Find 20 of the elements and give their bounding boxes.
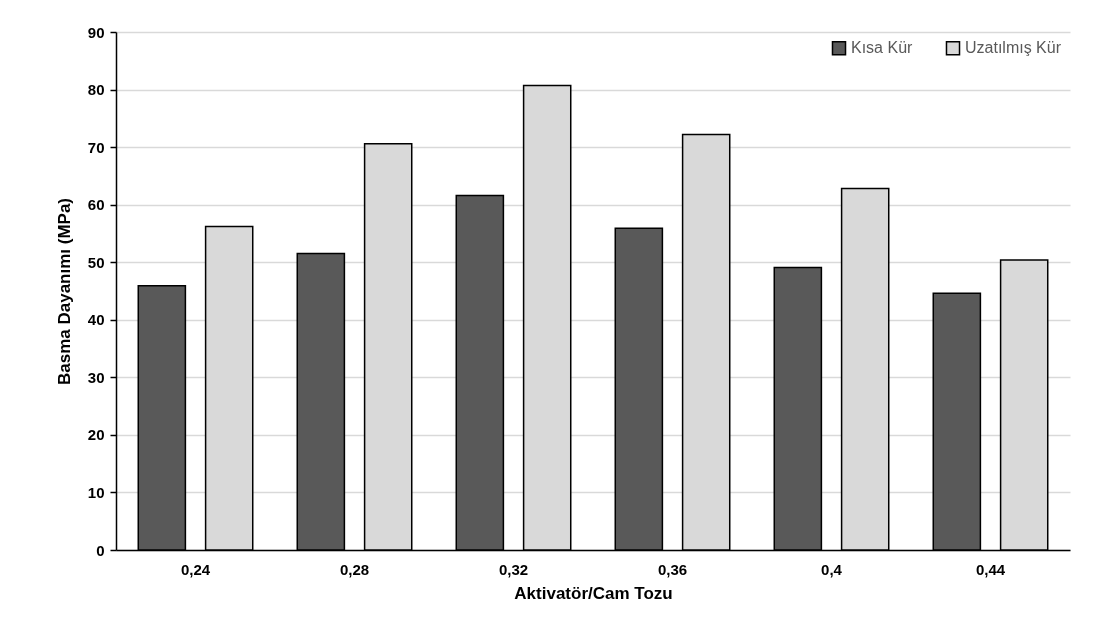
y-tick-label: 90 [87,23,105,41]
x-tick-label: 0,36 [657,560,688,578]
y-axis-title: Basma Dayanımı (MPa) [54,197,74,386]
y-tick-label: 70 [87,138,105,156]
y-tick-label: 30 [87,368,105,386]
y-tick-label: 50 [87,253,105,271]
x-tick-label: 0,28 [339,560,370,578]
x-tick-label: 0,4 [821,560,843,578]
y-tick-label: 60 [87,196,105,214]
y-tick-label: 40 [87,311,105,329]
legend-label: Uzatılmış Kür [965,39,1062,57]
x-tick-label: 0,32 [498,560,529,578]
x-tick-label: 0,24 [180,560,211,578]
y-tick-label: 80 [87,81,105,99]
y-tick-label: 20 [87,426,105,444]
y-tick-label: 10 [87,483,105,501]
x-tick-label: 0,44 [975,560,1006,578]
y-tick-label: 0 [96,541,105,559]
legend-label: Kısa Kür [851,39,914,57]
x-axis-title: Aktivatör/Cam Tozu [514,583,673,603]
